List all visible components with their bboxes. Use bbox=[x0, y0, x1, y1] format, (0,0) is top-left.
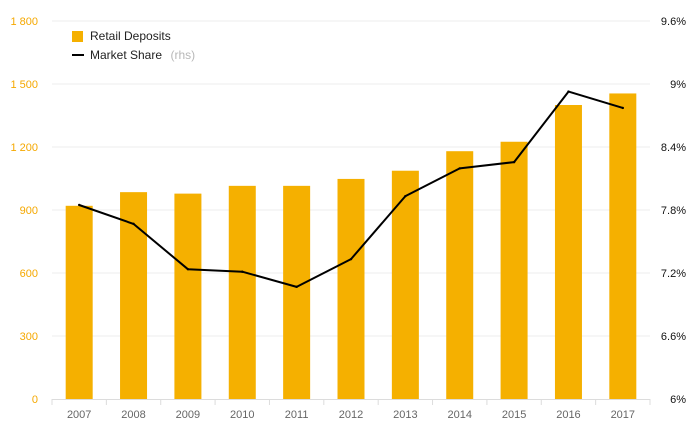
y-right-tick-label: 6.6% bbox=[661, 331, 686, 343]
market-share-point-2012 bbox=[349, 257, 353, 261]
x-tick-label-2010: 2010 bbox=[230, 409, 254, 421]
legend-label-market-share: Market Share (rhs) bbox=[90, 46, 195, 63]
y-right-tick-label: 7.2% bbox=[661, 268, 686, 280]
market-share-point-2013 bbox=[404, 194, 407, 198]
bar-2011 bbox=[283, 185, 311, 399]
y-axis-left: 0 300 600 900 1 200 1 500 1 800 bbox=[10, 16, 38, 406]
y-left-tick-label: 900 bbox=[20, 205, 38, 217]
bar-2017 bbox=[609, 93, 637, 399]
bar-2009 bbox=[174, 193, 202, 399]
y-right-tick-label: 6% bbox=[670, 394, 686, 406]
y-left-tick-label: 0 bbox=[32, 394, 38, 406]
bar-2012 bbox=[337, 178, 365, 399]
x-tick-label-2012: 2012 bbox=[339, 409, 363, 421]
market-share-point-2015 bbox=[512, 160, 516, 164]
x-tick-label-2013: 2013 bbox=[393, 409, 417, 421]
market-share-point-2008 bbox=[132, 222, 135, 226]
bar-2013 bbox=[391, 170, 419, 399]
x-tick-label-2008: 2008 bbox=[121, 409, 145, 421]
y-right-tick-label: 9% bbox=[670, 79, 686, 91]
y-left-tick-label: 1 500 bbox=[10, 79, 38, 91]
market-share-point-2010 bbox=[241, 270, 244, 273]
market-share-point-2007 bbox=[77, 203, 81, 207]
x-tick-label-2014: 2014 bbox=[447, 409, 471, 421]
bar-2007 bbox=[65, 205, 93, 399]
x-axis: 2007 2008 2009 2010 2011 2012 2013 2014 2015 2016… bbox=[51, 399, 651, 421]
bar-2010 bbox=[228, 185, 256, 399]
bar-series-retail-deposits bbox=[65, 93, 637, 399]
legend-note-rhs: (rhs) bbox=[170, 48, 195, 62]
x-tick-label-2015: 2015 bbox=[502, 409, 526, 421]
bar-2015 bbox=[500, 141, 528, 399]
x-tick-label-2007: 2007 bbox=[67, 409, 91, 421]
x-tick-label-2011: 2011 bbox=[285, 409, 309, 421]
legend-text-market-share: Market Share bbox=[90, 48, 162, 62]
bar-2014 bbox=[446, 151, 474, 399]
y-right-tick-label: 7.8% bbox=[661, 205, 686, 217]
market-share-point-2017 bbox=[621, 106, 625, 110]
market-share-point-2009 bbox=[186, 268, 190, 271]
x-tick-label-2009: 2009 bbox=[176, 409, 200, 421]
y-left-tick-label: 600 bbox=[20, 268, 38, 280]
x-tick-label-2016: 2016 bbox=[556, 409, 580, 421]
bar-2016 bbox=[554, 105, 582, 399]
y-right-tick-label: 8.4% bbox=[661, 142, 686, 154]
y-right-tick-label: 9.6% bbox=[661, 16, 686, 28]
y-left-tick-label: 300 bbox=[20, 331, 38, 343]
legend-label-retail-deposits: Retail Deposits bbox=[90, 29, 171, 43]
market-share-point-2016 bbox=[567, 90, 570, 93]
market-share-point-2011 bbox=[295, 285, 298, 289]
x-tick-label-2017: 2017 bbox=[611, 409, 635, 421]
bar-2008 bbox=[120, 192, 148, 399]
y-left-tick-label: 1 800 bbox=[10, 16, 38, 28]
market-share-point-2014 bbox=[458, 167, 461, 170]
line-series-market-share bbox=[77, 90, 625, 289]
legend-swatch-retail-deposits bbox=[72, 31, 83, 42]
legend: Retail Deposits Market Share (rhs) bbox=[72, 29, 195, 63]
y-left-tick-label: 1 200 bbox=[10, 142, 38, 154]
y-axis-right: 6% 6.6% 7.2% 7.8% 8.4% 9% 9.6% bbox=[661, 16, 686, 406]
